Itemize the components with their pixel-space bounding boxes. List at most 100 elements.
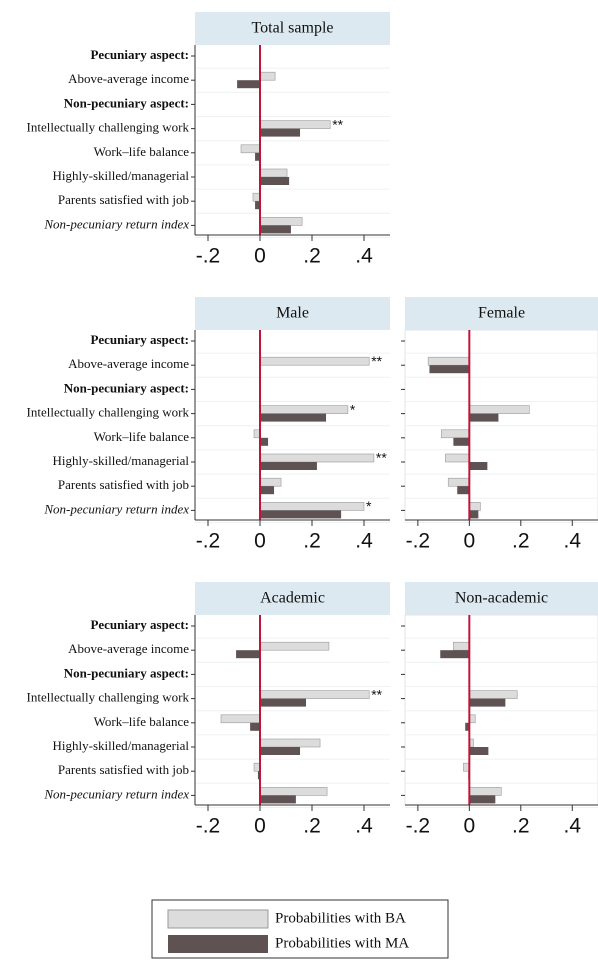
bar (250, 722, 260, 731)
bar (259, 405, 349, 414)
legend-swatch (168, 935, 268, 953)
x-tick-label: 0 (254, 245, 266, 268)
x-tick-label: .4 (564, 530, 582, 553)
panel-title: Male (276, 305, 309, 322)
category-label: Pecuniary aspect: (90, 47, 189, 62)
category-label: Highly-skilled/managerial (53, 453, 190, 468)
bar (257, 771, 260, 780)
bar (236, 650, 260, 659)
panel-header (195, 297, 390, 330)
x-tick-label: .2 (512, 815, 530, 838)
bar (469, 747, 489, 755)
bar (465, 722, 470, 731)
x-tick-label: .4 (355, 245, 373, 268)
significance-label: * (366, 498, 372, 514)
significance-label: ** (371, 353, 382, 369)
bar (259, 71, 276, 81)
bar (260, 437, 269, 446)
bar (252, 192, 261, 202)
bar (440, 650, 470, 659)
bar (260, 747, 301, 755)
bar (260, 225, 291, 234)
bar (469, 698, 506, 707)
significance-label: * (350, 401, 356, 417)
bar (260, 698, 307, 707)
panel-header (195, 582, 390, 615)
category-label: Intellectually challenging work (27, 690, 190, 705)
legend-label: Probabilities with MA (275, 935, 409, 951)
bar (260, 795, 296, 804)
category-label: Highly-skilled/managerial (53, 738, 190, 753)
bar (469, 510, 479, 519)
category-label: Non-pecuniary return index (43, 786, 189, 801)
legend-swatch (167, 909, 269, 929)
panel-header (405, 297, 598, 330)
category-label: Non-pecuniary return index (43, 216, 189, 231)
bar (237, 80, 260, 89)
panel-header (195, 12, 390, 45)
bar (453, 641, 470, 651)
bar (259, 787, 328, 796)
bar (429, 365, 470, 374)
category-label: Parents satisfied with job (58, 192, 189, 207)
bar (220, 714, 261, 724)
x-tick-label: .2 (303, 815, 321, 838)
bar (255, 201, 260, 210)
bar (457, 486, 470, 495)
panel-title: Non-academic (455, 590, 548, 607)
significance-label: ** (371, 686, 382, 702)
x-tick-label: 0 (463, 815, 475, 838)
x-tick-label: .2 (303, 530, 321, 553)
plot-area (404, 614, 598, 806)
bar (260, 128, 301, 137)
category-label: Work–life balance (94, 714, 190, 729)
legend-label: Probabilities with BA (275, 910, 406, 926)
significance-label: ** (332, 116, 343, 132)
bar (469, 787, 502, 796)
bar (447, 477, 470, 487)
bar (259, 356, 370, 366)
category-label: Pecuniary aspect: (90, 332, 189, 347)
bar (259, 168, 288, 178)
x-tick-label: .2 (512, 530, 530, 553)
bar (259, 690, 370, 699)
bar (469, 502, 481, 511)
plot-area (195, 45, 390, 235)
x-tick-label: -.2 (196, 245, 221, 268)
panel-title: Female (478, 305, 525, 322)
bar (260, 510, 342, 519)
bar (259, 120, 331, 129)
x-tick-label: -.2 (406, 815, 431, 838)
bar (259, 502, 365, 511)
bar (259, 641, 330, 651)
bar (259, 453, 375, 463)
category-label: Parents satisfied with job (58, 762, 189, 777)
bar (259, 477, 282, 487)
bar (260, 177, 290, 185)
bar (445, 453, 470, 463)
category-label: Non-pecuniary return index (43, 501, 189, 516)
category-label: Parents satisfied with job (58, 477, 189, 492)
category-label: Non-pecuniary aspect: (64, 380, 189, 395)
bar (255, 152, 260, 161)
x-tick-label: .4 (355, 530, 373, 553)
bar (469, 413, 499, 422)
category-label: Above-average income (68, 641, 189, 656)
panel-title: Academic (260, 590, 325, 607)
x-tick-label: -.2 (196, 815, 221, 838)
bar (440, 429, 470, 439)
category-label: Pecuniary aspect: (90, 617, 189, 632)
significance-label: ** (376, 450, 387, 466)
category-label: Above-average income (68, 356, 189, 371)
category-label: Above-average income (68, 71, 189, 86)
bar (260, 413, 327, 422)
category-label: Non-pecuniary aspect: (64, 665, 189, 680)
x-tick-label: .4 (564, 815, 582, 838)
category-label: Intellectually challenging work (27, 405, 190, 420)
bar (260, 462, 317, 470)
x-tick-label: 0 (254, 815, 266, 838)
category-label: Work–life balance (94, 429, 190, 444)
bar (469, 690, 518, 699)
bar (453, 437, 470, 446)
